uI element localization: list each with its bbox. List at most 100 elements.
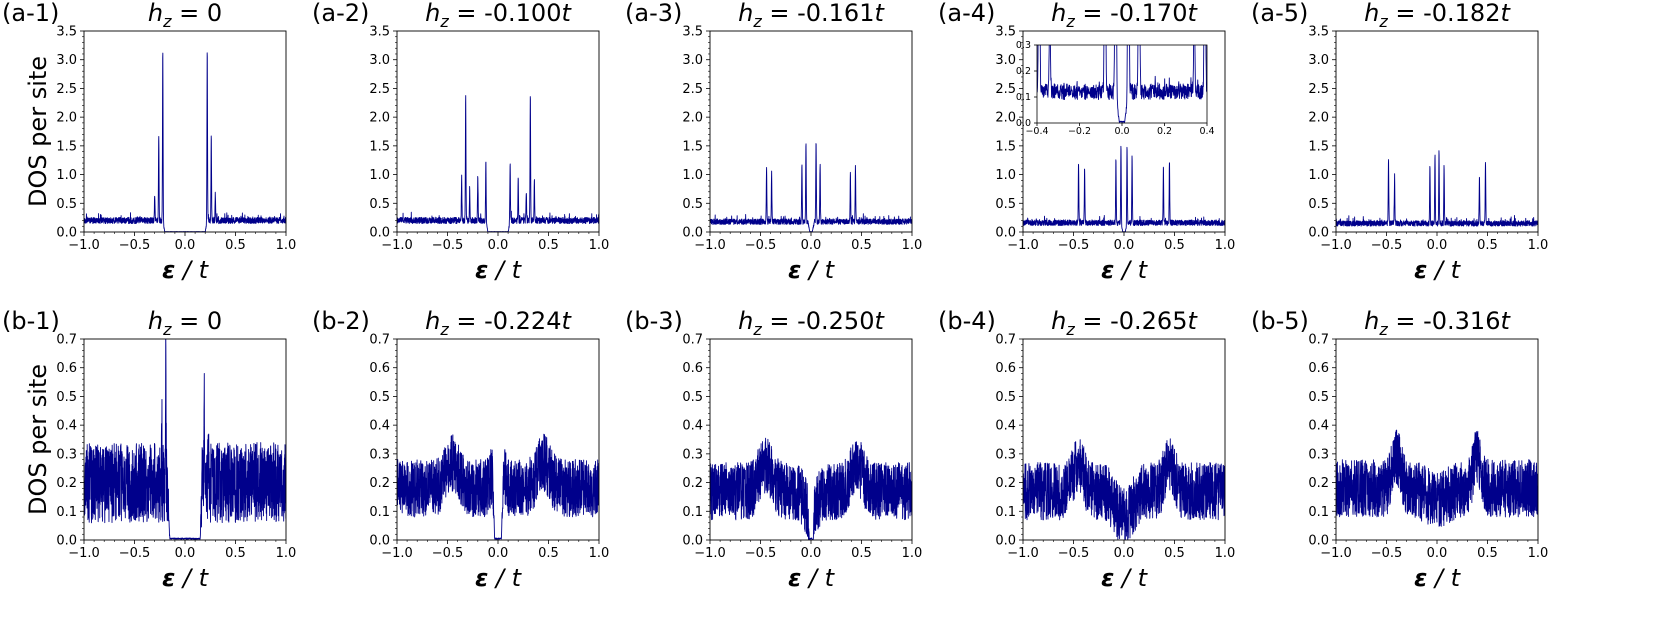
- y-tick-label: 0.5: [682, 390, 703, 405]
- title-subscript: z: [1378, 320, 1388, 339]
- y-tick-label: 0.3: [56, 447, 77, 462]
- y-tick-label: 0.5: [995, 197, 1016, 212]
- x-tick-label: −1.0: [381, 546, 413, 561]
- title-value: = -0.316: [1388, 307, 1501, 335]
- plot-frame: [1335, 30, 1539, 233]
- title-var: h: [738, 0, 753, 27]
- y-tick-label: 0.7: [995, 333, 1016, 348]
- x-label-epsilon: ε: [788, 256, 801, 284]
- y-tick-label: 0.6: [56, 361, 77, 376]
- title-var: h: [1364, 0, 1379, 27]
- x-tick-label: 0.4: [1199, 126, 1214, 137]
- x-tick-label: −0.5: [432, 238, 464, 253]
- x-tick-label: 0.5: [225, 238, 246, 253]
- x-tick-label: −1.0: [694, 546, 726, 561]
- panel-b-3: 0.0 0.1 0.2 0.3 0.4 0.5 0.6 0.7 −1.0 −0.5 0.0 0.5 1.…: [625, 307, 922, 592]
- x-tick-label: 0.5: [1477, 546, 1498, 561]
- title-value: = -0.182: [1388, 0, 1501, 27]
- y-tick-label: 0.0: [1308, 534, 1329, 549]
- y-tick-label: 1.5: [682, 139, 703, 154]
- x-label-epsilon: ε: [162, 564, 175, 592]
- plot-frame: [396, 338, 600, 541]
- x-tick-label: 1.0: [276, 546, 297, 561]
- x-axis-label: ε / t: [1101, 256, 1149, 284]
- panel-tag: (a-5): [1251, 0, 1308, 27]
- y-tick-label: 3.0: [682, 53, 703, 68]
- x-tick-label: 0.0: [488, 238, 509, 253]
- x-tick-label: 1.0: [276, 238, 297, 253]
- x-tick-label: −1.0: [1007, 546, 1039, 561]
- y-tick-label: 3.0: [1308, 53, 1329, 68]
- y-tick-label: 0.6: [995, 361, 1016, 376]
- y-tick-label: 1.5: [56, 139, 77, 154]
- panel-title: hz = -0.250t: [738, 307, 885, 339]
- x-axis-label: ε / t: [1414, 256, 1462, 284]
- panel-tag: (a-4): [938, 0, 995, 27]
- dos-line: [710, 143, 912, 232]
- dos-line: [397, 433, 599, 540]
- x-tick-label: 0.5: [538, 238, 559, 253]
- title-var: h: [425, 0, 440, 27]
- x-label-rest: / t: [1427, 256, 1461, 284]
- panel-title: hz = -0.170t: [1051, 0, 1198, 31]
- panel-tag: (b-1): [2, 307, 60, 335]
- panel-title: hz = -0.265t: [1051, 307, 1198, 339]
- panel-tag: (a-2): [312, 0, 369, 27]
- y-tick-label: 3.0: [56, 53, 77, 68]
- panel-tag: (b-3): [625, 307, 683, 335]
- y-tick-label: 0.0: [1016, 118, 1031, 129]
- y-tick-label: 1.5: [995, 139, 1016, 154]
- plot-frame: [709, 30, 913, 233]
- x-tick-label: 0.0: [1114, 238, 1135, 253]
- y-tick-label: 0.4: [1308, 419, 1329, 434]
- panel-a-1: 0.0 0.5 1.0 1.5 2.0 2.5 3.0 3.5 −1.0 −0.5 0.0 0.5 1.…: [2, 0, 296, 284]
- title-subscript: z: [1065, 320, 1075, 339]
- title-subscript: z: [1378, 12, 1388, 31]
- title-unit: t: [1500, 307, 1511, 335]
- x-label-epsilon: ε: [788, 564, 801, 592]
- x-label-rest: / t: [488, 256, 522, 284]
- y-tick-label: 0.2: [682, 476, 703, 491]
- y-tick-label: 0.5: [369, 197, 390, 212]
- x-label-epsilon: ε: [475, 256, 488, 284]
- x-label-epsilon: ε: [1414, 256, 1427, 284]
- x-tick-label: −0.5: [1371, 546, 1403, 561]
- y-tick-label: 1.0: [56, 168, 77, 183]
- panel-b-1: 0.0 0.1 0.2 0.3 0.4 0.5 0.6 0.7 −1.0 −0.5 0.0 0.5 1.…: [2, 307, 296, 592]
- panel-tag: (b-4): [938, 307, 996, 335]
- title-subscript: z: [439, 320, 449, 339]
- x-tick-label: −0.5: [745, 546, 777, 561]
- title-subscript: z: [1065, 12, 1075, 31]
- y-tick-label: 0.6: [1308, 361, 1329, 376]
- y-tick-label: 2.5: [1308, 82, 1329, 97]
- y-tick-label: 1.5: [1308, 139, 1329, 154]
- y-tick-label: 3.0: [369, 53, 390, 68]
- y-tick-label: 2.0: [56, 111, 77, 126]
- x-label-rest: / t: [488, 564, 522, 592]
- y-tick-label: 0.2: [1016, 66, 1031, 77]
- dos-line: [84, 339, 286, 540]
- x-tick-label: 0.0: [175, 238, 196, 253]
- panel-tag: (a-1): [2, 0, 59, 27]
- x-tick-label: 1.0: [1215, 546, 1236, 561]
- y-tick-label: 1.0: [1308, 168, 1329, 183]
- x-axis-label: ε / t: [162, 256, 210, 284]
- x-label-epsilon: ε: [1101, 564, 1114, 592]
- title-unit: t: [1500, 0, 1511, 27]
- x-tick-label: −1.0: [381, 238, 413, 253]
- y-tick-label: 0.4: [995, 419, 1016, 434]
- panel-title: hz = -0.316t: [1364, 307, 1511, 339]
- y-tick-label: 0.3: [995, 447, 1016, 462]
- y-tick-label: 3.0: [995, 53, 1016, 68]
- x-tick-label: −0.4: [1025, 126, 1048, 137]
- x-label-rest: / t: [1114, 564, 1148, 592]
- title-value: = 0: [171, 0, 222, 27]
- x-axis-label: ε / t: [788, 564, 836, 592]
- panel-a-2: 0.0 0.5 1.0 1.5 2.0 2.5 3.0 3.5 −1.0 −0.5 0.0 0.5 1.…: [312, 0, 609, 284]
- title-unit: t: [1187, 0, 1198, 27]
- x-tick-label: −1.0: [1320, 238, 1352, 253]
- panel-title: hz = -0.100t: [425, 0, 572, 31]
- y-tick-label: 0.0: [682, 534, 703, 549]
- dos-line: [397, 95, 599, 232]
